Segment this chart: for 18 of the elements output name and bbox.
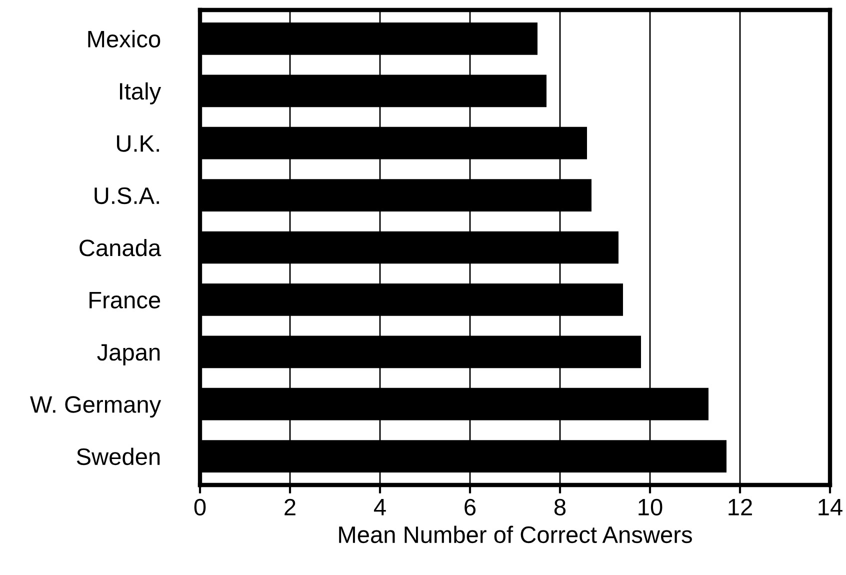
- x-tick-label: 2: [284, 498, 296, 516]
- x-tick-label: 6: [464, 498, 476, 516]
- x-tick-label: 0: [194, 498, 206, 516]
- x-axis-title: Mean Number of Correct Answers: [339, 526, 692, 544]
- y-tick-label: Sweden: [76, 448, 160, 466]
- y-tick-label: Canada: [80, 238, 162, 256]
- x-tick-label: 14: [818, 499, 842, 516]
- x-tick-label: 12: [728, 498, 752, 516]
- y-tick-label: Italy: [120, 82, 162, 104]
- x-tick-label: 10: [638, 498, 662, 516]
- y-tick-label: U.S.A.: [94, 187, 159, 204]
- y-tick-label: U.K.: [117, 135, 159, 152]
- y-tick-label: Japan: [97, 344, 160, 366]
- x-tick-label: 4: [374, 499, 386, 516]
- y-tick-label: France: [90, 292, 160, 308]
- y-tick-label: Mexico: [88, 30, 160, 48]
- x-tick-label: 8: [554, 498, 566, 516]
- y-tick-label: W. Germany: [30, 396, 162, 418]
